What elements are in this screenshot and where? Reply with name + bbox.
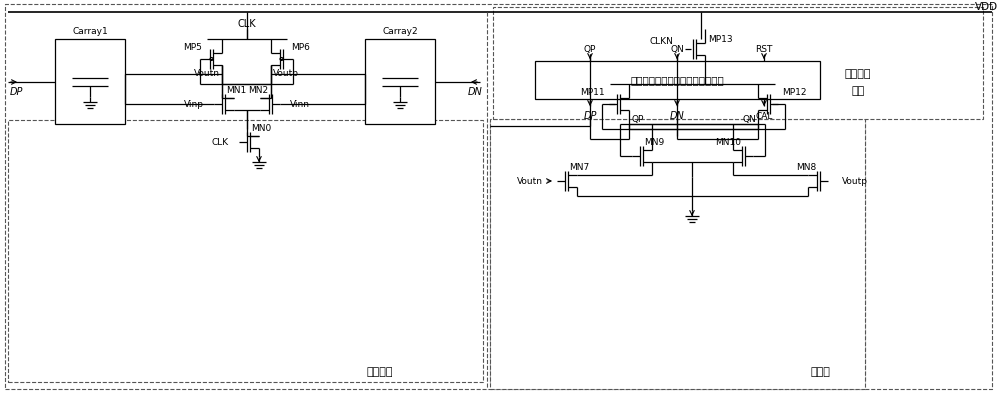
Bar — [490, 120, 865, 382]
Text: MN9: MN9 — [644, 138, 664, 147]
Text: Carray2: Carray2 — [382, 26, 418, 35]
Text: MN0: MN0 — [251, 123, 271, 132]
Text: QP: QP — [631, 115, 643, 123]
Text: QN: QN — [670, 45, 684, 54]
Text: MN1: MN1 — [226, 85, 246, 95]
Text: Voutp: Voutp — [842, 177, 868, 186]
Text: MP11: MP11 — [580, 87, 605, 97]
Text: MP6: MP6 — [291, 43, 310, 52]
Bar — [365, 39, 435, 124]
Text: QP: QP — [584, 45, 596, 54]
Bar — [490, 119, 865, 389]
Text: MN8: MN8 — [796, 162, 816, 171]
Text: MN7: MN7 — [569, 162, 589, 171]
Text: VDD: VDD — [975, 2, 998, 12]
Bar — [55, 39, 125, 124]
Bar — [8, 120, 483, 382]
Bar — [493, 7, 983, 119]
Text: CLKN: CLKN — [649, 37, 673, 45]
Text: 预放大器: 预放大器 — [367, 367, 393, 377]
Text: MP5: MP5 — [183, 43, 202, 52]
Text: MN10: MN10 — [715, 138, 741, 147]
Text: CLK: CLK — [212, 138, 229, 147]
Text: RST: RST — [755, 45, 773, 54]
Text: CLK: CLK — [238, 19, 256, 29]
Text: QN: QN — [742, 115, 756, 123]
Text: Voutp: Voutp — [273, 69, 299, 78]
Bar — [535, 61, 820, 99]
Text: Voutn: Voutn — [517, 177, 543, 186]
Text: Carray1: Carray1 — [72, 26, 108, 35]
Text: CAL: CAL — [755, 112, 773, 121]
Text: 电路: 电路 — [851, 86, 865, 96]
Text: Vinp: Vinp — [184, 100, 204, 108]
Text: 锁存器: 锁存器 — [810, 367, 830, 377]
Text: DP: DP — [10, 87, 23, 97]
Text: DP: DP — [583, 111, 597, 121]
Text: 失调校正: 失调校正 — [845, 69, 871, 79]
Text: 基于逐次逼近逻辑的失调校正电路: 基于逐次逼近逻辑的失调校正电路 — [630, 75, 724, 85]
Text: MP12: MP12 — [782, 87, 806, 97]
Text: DN: DN — [670, 111, 684, 121]
Text: Vinn: Vinn — [290, 100, 310, 108]
Text: MN2: MN2 — [248, 85, 268, 95]
Text: Voutn: Voutn — [194, 69, 220, 78]
Text: MP13: MP13 — [708, 35, 733, 43]
Text: DN: DN — [467, 87, 482, 97]
